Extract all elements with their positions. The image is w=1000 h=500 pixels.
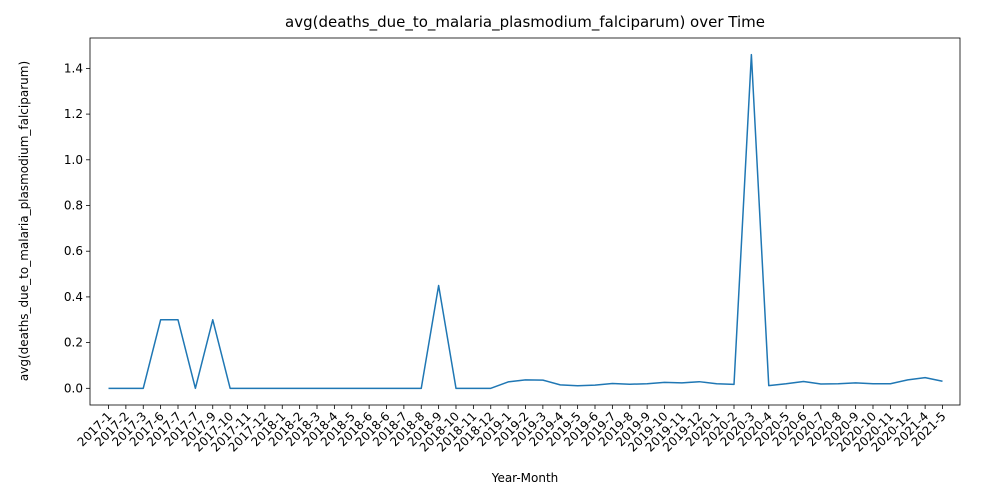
y-tick-label: 0.0 [64, 381, 83, 395]
series-line [108, 53, 943, 390]
y-tick-label: 0.8 [64, 199, 83, 213]
y-tick-label: 1.2 [64, 107, 83, 121]
y-tick-label: 1.0 [64, 153, 83, 167]
plot-frame [89, 37, 961, 406]
y-tick-label: 0.4 [64, 290, 83, 304]
y-tick-label: 1.4 [64, 61, 83, 75]
chart-title: avg(deaths_due_to_malaria_plasmodium_fal… [285, 13, 765, 32]
x-axis-label: Year-Month [491, 471, 559, 485]
y-axis-label: avg(deaths_due_to_malaria_plasmodium_fal… [17, 61, 31, 381]
x-axis: 2017-12017-22017-32017-62017-72017-72017… [75, 405, 949, 455]
y-axis: 0.0 0.2 0.4 0.6 0.8 1.0 1.2 1.4 [64, 61, 90, 395]
y-tick-label: 0.2 [64, 336, 83, 350]
y-tick-label: 0.6 [64, 244, 83, 258]
